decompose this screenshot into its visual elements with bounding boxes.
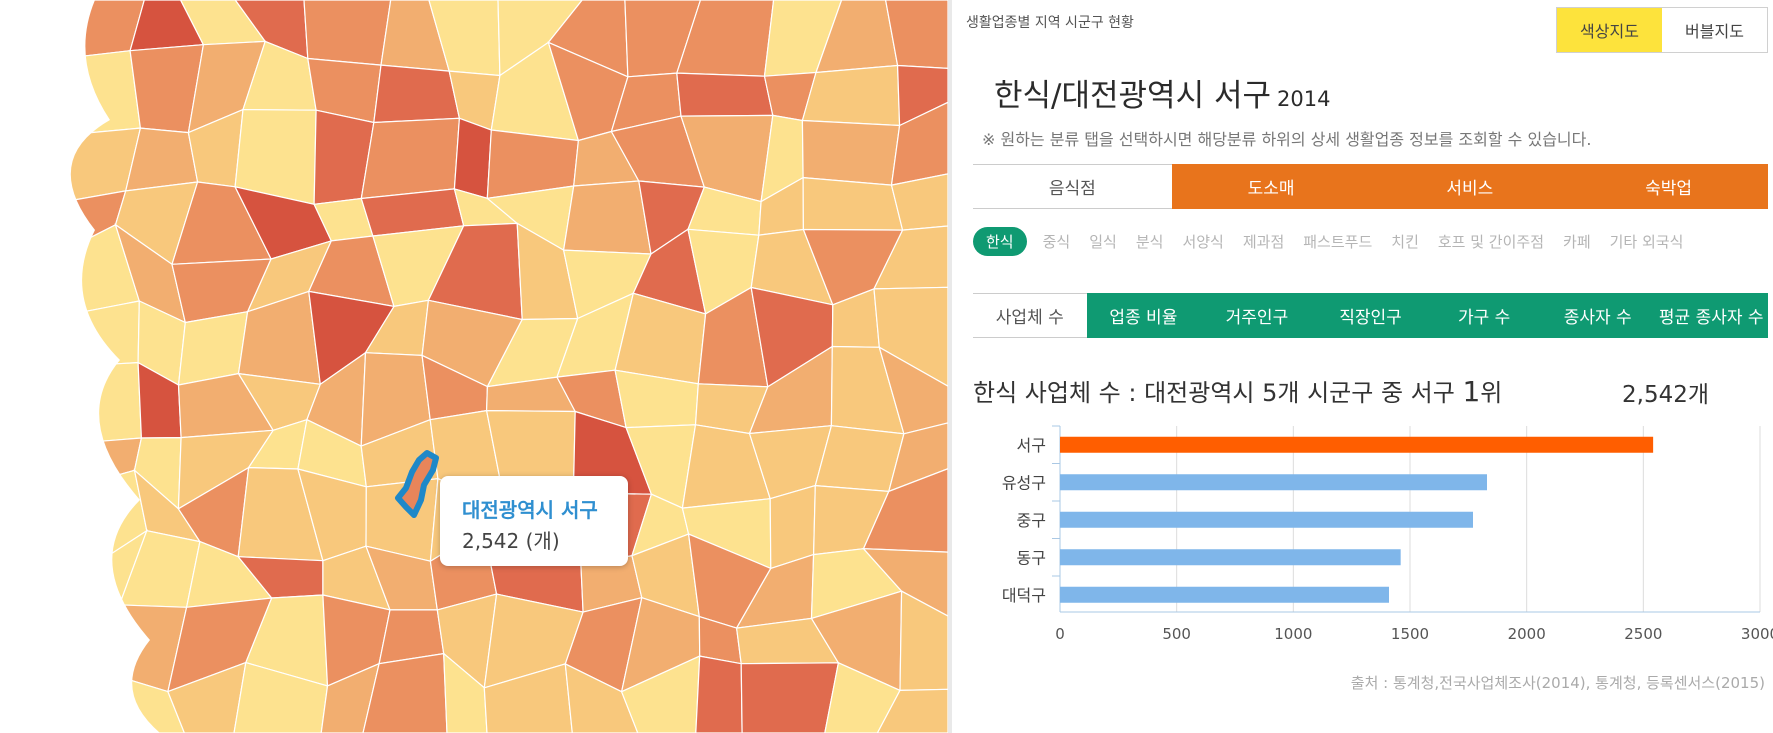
- map-region[interactable]: [884, 0, 948, 70]
- map-region[interactable]: [360, 117, 461, 200]
- map-region[interactable]: [876, 688, 948, 733]
- map-region[interactable]: [878, 346, 948, 435]
- tab-business-count[interactable]: 사업체 수: [973, 293, 1087, 338]
- map-region[interactable]: [862, 548, 949, 617]
- panel-divider: [948, 0, 952, 733]
- map-region[interactable]: [896, 64, 948, 127]
- map-region[interactable]: [562, 180, 652, 255]
- summary-rank: 1: [1462, 375, 1481, 408]
- tab-households[interactable]: 가구 수: [1427, 293, 1541, 338]
- bar-중구[interactable]: [1060, 511, 1473, 528]
- map-region[interactable]: [320, 662, 380, 733]
- year-label: 2014: [1276, 87, 1331, 111]
- category-label: 대덕구: [1002, 586, 1046, 605]
- map-regions: [0, 0, 948, 733]
- map-region[interactable]: [167, 661, 247, 733]
- bar-대덕구[interactable]: [1060, 586, 1389, 603]
- sea-area: [0, 0, 160, 733]
- pill-western[interactable]: 서양식: [1182, 232, 1224, 251]
- tab-avg-employees[interactable]: 평균 종사자 수: [1654, 293, 1769, 338]
- pill-snack[interactable]: 분식: [1135, 232, 1164, 251]
- map-tooltip: 대전광역시 서구 2,542 (개): [440, 476, 628, 566]
- map-region[interactable]: [801, 64, 901, 127]
- subcategory-pills: 한식 중식 일식 분식 서양식 제과점 패스트푸드 치킨 호프 및 간이주점 카…: [973, 226, 1702, 256]
- map-type-toggle: 색상지도 버블지도: [1556, 7, 1768, 53]
- category-label: 서구: [1017, 436, 1046, 455]
- pill-chicken[interactable]: 치킨: [1391, 232, 1419, 251]
- tab-worker-pop[interactable]: 직장인구: [1313, 293, 1428, 338]
- map-region[interactable]: [899, 590, 948, 692]
- x-tick-label: 500: [1162, 625, 1191, 643]
- bar-서구[interactable]: [1060, 436, 1654, 453]
- category-label: 동구: [1017, 548, 1046, 567]
- map-region[interactable]: [233, 661, 329, 733]
- map-region[interactable]: [801, 119, 901, 186]
- map-canvas[interactable]: [0, 0, 948, 733]
- color-map-button[interactable]: 색상지도: [1557, 8, 1662, 52]
- map-region[interactable]: [890, 101, 949, 186]
- tab-business-ratio[interactable]: 업종 비율: [1086, 293, 1201, 338]
- map-region[interactable]: [620, 655, 701, 733]
- map-region[interactable]: [814, 425, 905, 493]
- x-tick-label: 0: [1055, 625, 1065, 643]
- tab-employees[interactable]: 종사자 수: [1540, 293, 1655, 338]
- map-region[interactable]: [483, 663, 573, 733]
- map-region[interactable]: [824, 661, 901, 733]
- tab-retail[interactable]: 도소매: [1171, 164, 1371, 209]
- x-tick-label: 2500: [1624, 625, 1662, 643]
- summary-line: 한식 사업체 수 : 대전광역시 5개 시군구 중 서구 1위: [973, 373, 1502, 408]
- pill-cafe[interactable]: 카페: [1563, 232, 1591, 251]
- category-tabs: 음식점 도소매 서비스 숙박업: [973, 164, 1768, 209]
- pill-bakery[interactable]: 제과점: [1242, 232, 1285, 251]
- help-note: ※ 원하는 분류 탭을 선택하시면 해당분류 하위의 상세 생활업종 정보를 조…: [982, 130, 1592, 149]
- pill-fastfood[interactable]: 패스트푸드: [1303, 232, 1373, 251]
- choropleth-map[interactable]: 대전광역시 서구 2,542 (개): [0, 0, 948, 733]
- tab-resident-pop[interactable]: 거주인구: [1200, 293, 1314, 338]
- map-region[interactable]: [453, 117, 492, 200]
- category-label: 유성구: [1002, 473, 1046, 492]
- bar-유성구[interactable]: [1060, 474, 1487, 491]
- x-tick-label: 1500: [1391, 625, 1429, 643]
- map-region[interactable]: [362, 652, 448, 733]
- pill-other-foreign[interactable]: 기타 외국식: [1609, 232, 1684, 251]
- metric-tabs: 사업체 수 업종 비율 거주인구 직장인구 가구 수 종사자 수 평균 종사자 …: [973, 293, 1769, 338]
- map-region[interactable]: [873, 225, 948, 290]
- summary-suffix: 위: [1480, 379, 1503, 407]
- tooltip-region-name: 대전광역시 서구: [462, 498, 598, 522]
- map-region[interactable]: [303, 0, 392, 66]
- category-label: 중구: [1017, 511, 1046, 530]
- pill-japanese[interactable]: 일식: [1089, 232, 1117, 251]
- map-region[interactable]: [695, 655, 743, 733]
- tab-lodging[interactable]: 숙박업: [1569, 164, 1768, 209]
- pill-pub[interactable]: 호프 및 간이주점: [1437, 232, 1545, 251]
- pill-chinese[interactable]: 중식: [1042, 232, 1071, 251]
- info-panel: 생활업종별 지역 시군구 현황 색상지도 버블지도 한식/대전광역시 서구 201…: [952, 0, 1773, 733]
- x-tick-label: 2000: [1508, 625, 1546, 643]
- summary-prefix: 한식 사업체 수 : 대전광역시 5개 시군구 중 서구: [973, 379, 1463, 407]
- selected-region-seo-gu[interactable]: [395, 450, 439, 518]
- map-region[interactable]: [373, 64, 461, 124]
- map-region[interactable]: [873, 286, 948, 387]
- map-region[interactable]: [676, 72, 774, 117]
- page-title-text: 한식/대전광역시 서구: [994, 78, 1271, 114]
- page-subtitle: 생활업종별 지역 시군구 현황: [966, 15, 1134, 31]
- x-tick-label: 3000: [1741, 625, 1773, 643]
- bubble-map-button[interactable]: 버블지도: [1685, 22, 1744, 41]
- source-note: 출처 : 통계청,전국사업체조사(2014), 통계청, 등록센서스(2015): [1350, 674, 1765, 692]
- x-tick-label: 1000: [1274, 625, 1312, 643]
- map-region[interactable]: [890, 173, 949, 231]
- map-region[interactable]: [802, 176, 904, 231]
- bar-동구[interactable]: [1060, 549, 1401, 566]
- map-region[interactable]: [862, 468, 949, 553]
- total-count: 2,542개: [1622, 382, 1710, 408]
- tab-service[interactable]: 서비스: [1370, 164, 1570, 209]
- map-region[interactable]: [443, 652, 488, 733]
- map-region[interactable]: [740, 662, 840, 733]
- pill-korean[interactable]: 한식: [973, 226, 1027, 256]
- tooltip-region-value: 2,542 (개): [462, 529, 560, 553]
- map-region[interactable]: [564, 662, 639, 733]
- page-title: 한식/대전광역시 서구 2014: [994, 70, 1330, 115]
- tab-restaurant[interactable]: 음식점: [973, 164, 1172, 209]
